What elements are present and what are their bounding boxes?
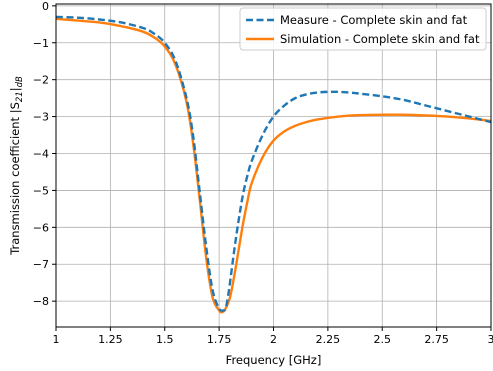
x-tick-label: 1.25 [98,333,123,346]
x-tick-label: 1.5 [156,333,174,346]
x-tick-label: 2.25 [316,333,341,346]
series-line-simulation [55,17,492,314]
legend-label-measure: Measure - Complete skin and fat [280,13,468,27]
x-tick-label: 2.75 [424,333,449,346]
y-tick-label: −3 [33,111,49,124]
series-layer [55,15,492,314]
y-tick-label: −8 [33,295,49,308]
y-axis-title-unit: dB [15,76,25,87]
ticks: 1 1.25 1.5 1.75 2 2.25 2.5 2.75 3 0 −1 −2 −3 −4 −5 −6 −7… [33,0,493,346]
x-tick-label: 2.5 [374,333,392,346]
x-tick-label: 1.75 [207,333,232,346]
y-axis-title-sub: 21 [15,91,25,102]
x-axis-title: Frequency [GHz] [226,353,322,367]
x-tick-label: 2 [270,333,277,346]
legend-box [239,7,487,51]
y-tick-label: −6 [33,221,49,234]
y-tick-label: −7 [33,258,49,271]
y-tick-label: −2 [33,74,49,87]
series-line-measure [55,15,492,312]
legend: Measure - Complete skin and fat Simulati… [239,7,487,51]
y-axis-title: Transmission coefficient |S21|dB [8,76,25,256]
y-axis-title-main: Transmission coefficient |S [8,102,22,256]
x-tick-label: 3 [488,333,493,346]
y-tick-label: −1 [33,37,49,50]
y-tick-label: −4 [33,148,49,161]
y-tick-label: −5 [33,184,49,197]
grid [55,4,492,327]
y-axis-title-bar: | [8,87,22,91]
x-tick-label: 1 [53,333,60,346]
y-tick-label: 0 [42,0,49,13]
legend-label-simulation: Simulation - Complete skin and fat [280,32,480,46]
